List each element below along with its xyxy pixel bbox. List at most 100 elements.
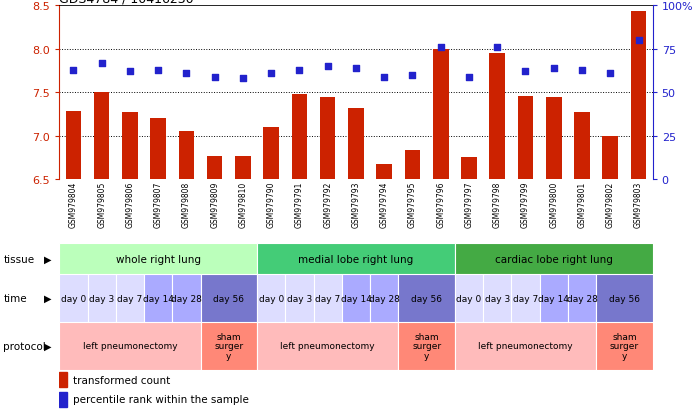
- Bar: [257, 244, 455, 275]
- Bar: [455, 275, 483, 322]
- Text: day 0: day 0: [258, 294, 284, 303]
- Bar: [59, 275, 87, 322]
- Point: [407, 72, 418, 79]
- Bar: [399, 322, 455, 370]
- Text: day 28: day 28: [567, 294, 597, 303]
- Bar: [370, 275, 399, 322]
- Point: [378, 74, 389, 81]
- Bar: [257, 322, 399, 370]
- Bar: [151, 119, 166, 180]
- Bar: [568, 275, 596, 322]
- Point: [435, 45, 446, 51]
- Text: left pneumonectomy: left pneumonectomy: [281, 342, 375, 350]
- Point: [520, 69, 531, 76]
- Text: sham
surger
y: sham surger y: [214, 332, 244, 360]
- Bar: [483, 275, 512, 322]
- Text: ▶: ▶: [44, 293, 52, 304]
- Text: tissue: tissue: [3, 254, 35, 264]
- Point: [124, 69, 135, 76]
- Text: transformed count: transformed count: [73, 375, 170, 385]
- Bar: [200, 322, 257, 370]
- Bar: [342, 275, 370, 322]
- Bar: [172, 275, 200, 322]
- Bar: [263, 128, 279, 180]
- Bar: [235, 156, 251, 180]
- Bar: [489, 54, 505, 180]
- Text: left pneumonectomy: left pneumonectomy: [82, 342, 177, 350]
- Bar: [179, 132, 194, 180]
- Text: cardiac lobe right lung: cardiac lobe right lung: [495, 254, 613, 264]
- Point: [294, 67, 305, 74]
- Point: [68, 67, 79, 74]
- Text: day 0: day 0: [456, 294, 482, 303]
- Text: sham
surger
y: sham surger y: [610, 332, 639, 360]
- Bar: [59, 392, 67, 407]
- Point: [633, 38, 644, 44]
- Point: [237, 76, 248, 82]
- Bar: [122, 113, 138, 180]
- Point: [491, 45, 503, 51]
- Bar: [574, 113, 590, 180]
- Bar: [257, 275, 285, 322]
- Text: sham
surger
y: sham surger y: [412, 332, 441, 360]
- Bar: [59, 244, 257, 275]
- Point: [463, 74, 475, 81]
- Bar: [596, 322, 653, 370]
- Text: day 14: day 14: [341, 294, 371, 303]
- Bar: [87, 275, 116, 322]
- Bar: [313, 275, 342, 322]
- Bar: [461, 158, 477, 180]
- Text: whole right lung: whole right lung: [116, 254, 201, 264]
- Point: [604, 71, 616, 77]
- Point: [322, 64, 334, 70]
- Bar: [433, 50, 449, 180]
- Bar: [59, 373, 67, 387]
- Text: protocol: protocol: [3, 341, 46, 351]
- Bar: [546, 98, 561, 180]
- Text: day 7: day 7: [513, 294, 538, 303]
- Bar: [292, 95, 307, 180]
- Point: [548, 65, 559, 72]
- Bar: [59, 322, 200, 370]
- Text: day 3: day 3: [89, 294, 114, 303]
- Bar: [631, 12, 646, 180]
- Bar: [348, 109, 364, 180]
- Text: day 56: day 56: [609, 294, 640, 303]
- Point: [577, 67, 588, 74]
- Point: [153, 67, 164, 74]
- Bar: [207, 156, 223, 180]
- Bar: [66, 112, 81, 180]
- Text: day 7: day 7: [117, 294, 142, 303]
- Bar: [285, 275, 313, 322]
- Text: GDS4784 / 10416230: GDS4784 / 10416230: [59, 0, 194, 5]
- Text: left pneumonectomy: left pneumonectomy: [478, 342, 573, 350]
- Bar: [512, 275, 540, 322]
- Bar: [376, 165, 392, 180]
- Bar: [455, 322, 596, 370]
- Bar: [518, 96, 533, 180]
- Bar: [200, 275, 257, 322]
- Text: day 3: day 3: [287, 294, 312, 303]
- Bar: [144, 275, 172, 322]
- Bar: [540, 275, 568, 322]
- Text: day 28: day 28: [171, 294, 202, 303]
- Bar: [602, 137, 618, 180]
- Text: day 0: day 0: [61, 294, 86, 303]
- Bar: [94, 93, 110, 180]
- Text: ▶: ▶: [44, 341, 52, 351]
- Text: day 56: day 56: [214, 294, 244, 303]
- Text: day 28: day 28: [369, 294, 400, 303]
- Bar: [596, 275, 653, 322]
- Bar: [320, 98, 336, 180]
- Bar: [399, 275, 455, 322]
- Text: medial lobe right lung: medial lobe right lung: [298, 254, 414, 264]
- Text: day 7: day 7: [315, 294, 341, 303]
- Text: percentile rank within the sample: percentile rank within the sample: [73, 394, 248, 404]
- Text: day 14: day 14: [143, 294, 174, 303]
- Text: day 3: day 3: [484, 294, 510, 303]
- Bar: [405, 151, 420, 180]
- Point: [266, 71, 277, 77]
- Text: day 14: day 14: [538, 294, 569, 303]
- Text: ▶: ▶: [44, 254, 52, 264]
- Text: day 56: day 56: [411, 294, 442, 303]
